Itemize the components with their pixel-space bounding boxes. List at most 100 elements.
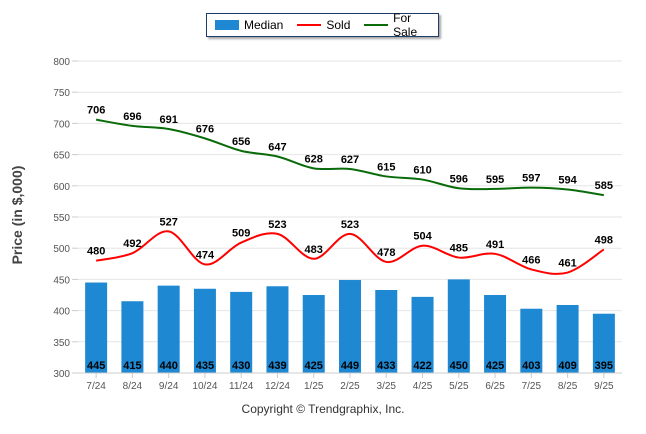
for-sale-data-label: 696 <box>123 111 141 123</box>
x-tick-label: 3/25 <box>377 381 397 392</box>
x-tick-label: 2/25 <box>340 381 360 392</box>
series-lines <box>95 118 605 275</box>
y-axis-ticks: 300 350 400 450 500 550 600 650 700 750 800 <box>53 57 70 380</box>
median-bar <box>375 290 398 373</box>
median-data-label: 425 <box>305 360 323 372</box>
y-tick-label: 350 <box>53 338 70 349</box>
y-tick-label: 650 <box>53 151 70 162</box>
for-sale-data-label: 597 <box>522 173 540 185</box>
sold-data-label: 466 <box>522 254 540 266</box>
x-tick-label: 12/24 <box>265 381 290 392</box>
y-tick-label: 500 <box>53 244 70 255</box>
data-labels: 445 415 440 435 430 439 425 449 433 422 450 425 403 4… <box>87 105 613 372</box>
median-data-label: 433 <box>377 360 395 372</box>
legend-label-sold: Sold <box>326 18 351 32</box>
for-sale-data-label: 596 <box>450 173 468 185</box>
legend-item-for-sale[interactable]: For Sale <box>364 11 438 39</box>
x-tick-label: 4/25 <box>413 381 433 392</box>
copyright-text: Copyright © Trendgraphix, Inc. <box>241 402 405 416</box>
sold-data-label: 491 <box>486 239 504 251</box>
sold-data-label: 504 <box>413 231 432 243</box>
median-data-label: 425 <box>486 360 504 372</box>
median-data-label: 450 <box>450 360 468 372</box>
median-data-label: 395 <box>595 360 613 372</box>
for-sale-data-label: 595 <box>486 174 504 186</box>
sold-line <box>95 230 605 275</box>
median-bar <box>302 295 325 373</box>
legend-item-sold[interactable]: Sold <box>297 18 350 32</box>
median-data-label: 435 <box>196 360 214 372</box>
x-tick-label: 5/25 <box>449 381 469 392</box>
y-tick-label: 300 <box>53 369 70 380</box>
x-tick-label: 10/24 <box>192 381 217 392</box>
median-bars <box>85 279 615 373</box>
median-data-label: 439 <box>268 360 286 372</box>
median-bar <box>266 286 289 373</box>
x-tick-label: 1/25 <box>304 381 324 392</box>
median-bar <box>157 285 180 373</box>
median-bar <box>520 308 543 373</box>
legend-item-median[interactable]: Median <box>215 18 283 32</box>
sold-data-label: 509 <box>232 228 250 240</box>
for-sale-data-label: 628 <box>305 153 323 165</box>
for-sale-data-label: 691 <box>159 114 177 126</box>
median-data-label: 415 <box>123 360 141 372</box>
for-sale-data-label: 585 <box>595 180 613 192</box>
y-tick-label: 550 <box>53 213 70 224</box>
y-tick-label: 800 <box>53 57 70 68</box>
sold-data-label: 478 <box>377 247 395 259</box>
x-tick-label: 11/24 <box>229 381 254 392</box>
x-tick-label: 9/25 <box>594 381 614 392</box>
sold-swatch-icon <box>297 24 322 26</box>
x-tick-label: 7/24 <box>86 381 106 392</box>
median-data-label: 409 <box>558 360 576 372</box>
median-bar <box>85 282 108 373</box>
y-tick-label: 750 <box>53 88 70 99</box>
median-data-label: 403 <box>522 360 540 372</box>
for-sale-data-label: 610 <box>413 165 431 177</box>
for-sale-data-label: 615 <box>377 161 395 173</box>
legend-label-median: Median <box>244 18 284 32</box>
sold-data-label: 483 <box>305 244 323 256</box>
for-sale-data-label: 647 <box>268 141 286 153</box>
for-sale-data-label: 676 <box>196 123 214 135</box>
median-bar <box>121 301 144 373</box>
x-tick-label: 6/25 <box>485 381 505 392</box>
for-sale-data-label: 594 <box>558 175 577 187</box>
y-axis-label: Price (in $,000) <box>9 165 25 265</box>
for-sale-data-label: 627 <box>341 154 359 166</box>
sold-data-label: 485 <box>450 243 468 255</box>
for-sale-data-label: 656 <box>232 136 250 148</box>
y-tick-label: 600 <box>53 182 70 193</box>
legend-label-for-sale: For Sale <box>393 11 418 39</box>
sold-data-label: 492 <box>123 238 141 250</box>
for-sale-swatch-icon <box>364 24 389 26</box>
median-bar <box>339 280 361 373</box>
median-data-label: 430 <box>232 360 250 372</box>
sold-data-label: 461 <box>558 258 576 270</box>
median-bar <box>193 288 216 373</box>
sold-data-label: 523 <box>341 219 359 231</box>
legend: Median Sold For Sale <box>206 11 439 39</box>
x-tick-label: 8/25 <box>558 381 578 392</box>
median-data-label: 449 <box>341 360 359 372</box>
median-bar <box>556 304 579 373</box>
sold-data-label: 474 <box>196 249 215 261</box>
x-tick-label: 7/25 <box>522 381 542 392</box>
median-data-label: 440 <box>159 360 177 372</box>
median-bar <box>592 313 615 373</box>
median-swatch-icon <box>215 20 239 30</box>
median-data-label: 422 <box>413 360 431 372</box>
x-tick-label: 8/24 <box>123 381 143 392</box>
median-data-label: 445 <box>87 360 105 372</box>
for-sale-data-label: 706 <box>87 105 105 117</box>
sold-data-label: 523 <box>268 219 286 231</box>
median-bar <box>484 295 507 373</box>
sold-data-label: 527 <box>159 216 177 228</box>
median-bar <box>411 296 434 373</box>
sold-data-label: 498 <box>595 234 613 246</box>
median-bar <box>230 291 253 373</box>
y-tick-label: 400 <box>53 307 70 318</box>
x-tick-label: 9/24 <box>159 381 179 392</box>
